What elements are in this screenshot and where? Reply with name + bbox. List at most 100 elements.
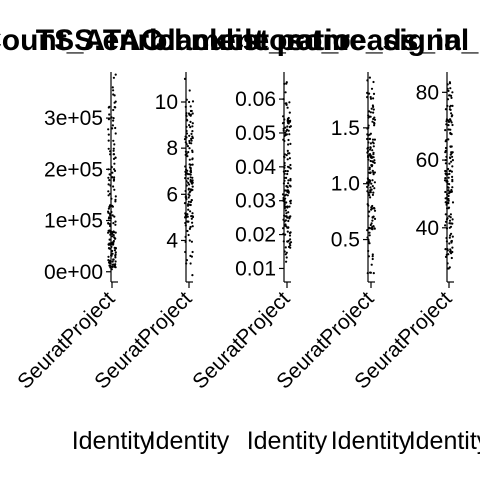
data-point (112, 119, 115, 122)
y-tick-label: 1.5 (331, 117, 360, 140)
data-point (191, 122, 194, 125)
y-tick-label: 2e+05 (44, 158, 103, 181)
data-point (286, 158, 289, 161)
data-point (289, 244, 292, 247)
data-point (447, 206, 451, 209)
data-point (370, 263, 373, 266)
data-point (189, 126, 192, 129)
data-point (368, 242, 371, 245)
data-point (188, 100, 191, 104)
data-point (114, 260, 117, 263)
data-point (372, 145, 375, 148)
data-point (450, 256, 453, 260)
data-point (114, 256, 117, 259)
data-point (190, 199, 193, 202)
data-point (186, 204, 190, 207)
data-point (187, 233, 190, 237)
y-tick-label: 0.01 (235, 257, 276, 280)
data-point (370, 206, 373, 209)
data-point (287, 182, 290, 185)
data-point (373, 181, 376, 184)
data-point (369, 159, 372, 163)
data-point (289, 202, 292, 205)
data-point (186, 213, 189, 216)
data-point (288, 234, 292, 237)
data-point (285, 212, 288, 215)
data-point (112, 108, 115, 112)
data-point (113, 168, 116, 171)
data-point (447, 89, 450, 92)
data-point (108, 238, 111, 241)
data-point (451, 180, 454, 183)
data-point (369, 96, 372, 99)
data-point (372, 161, 375, 164)
data-point (112, 153, 115, 156)
data-point (448, 82, 452, 85)
data-point (111, 171, 114, 174)
data-point (191, 212, 194, 215)
data-point (288, 215, 291, 218)
data-point (188, 173, 191, 176)
data-point (284, 131, 287, 134)
data-point (191, 274, 194, 277)
data-point (451, 151, 454, 154)
data-point (114, 156, 117, 159)
data-point (114, 200, 117, 203)
data-point (285, 193, 288, 196)
data-point (191, 182, 194, 185)
data-point (114, 251, 117, 254)
data-point (287, 226, 290, 229)
data-point (191, 185, 194, 188)
data-point (371, 193, 374, 196)
panel-title: blacklist_ratio (149, 24, 351, 57)
data-point (451, 201, 455, 204)
data-point (373, 171, 376, 174)
data-point (371, 219, 374, 222)
data-point (114, 195, 117, 198)
data-point (189, 105, 192, 108)
data-point (108, 113, 111, 116)
data-point (286, 170, 289, 173)
data-point (111, 235, 114, 238)
y-tick-label: 10 (155, 91, 178, 114)
data-point (449, 132, 452, 135)
data-point (371, 257, 374, 261)
data-point (113, 236, 116, 239)
data-point (449, 213, 452, 216)
data-point (289, 163, 292, 167)
data-point (371, 120, 374, 123)
data-point (287, 179, 290, 182)
data-point (112, 157, 116, 160)
data-point (113, 265, 116, 268)
data-point (189, 166, 192, 169)
data-point (448, 242, 451, 245)
data-point (288, 133, 291, 136)
data-point (371, 216, 374, 219)
data-point (112, 185, 115, 188)
y-tick-label: 60 (416, 149, 439, 172)
data-point (373, 159, 376, 162)
data-point (285, 225, 288, 228)
data-point (368, 153, 372, 156)
data-point (113, 249, 116, 252)
data-point (451, 104, 454, 107)
data-point (450, 170, 453, 173)
data-point (369, 196, 372, 199)
data-point (288, 125, 291, 129)
data-point (189, 200, 192, 204)
data-point (107, 229, 110, 232)
data-point (114, 132, 117, 135)
data-point (368, 231, 371, 234)
y-tick-label: 3e+05 (44, 107, 103, 130)
data-point (444, 224, 447, 227)
data-point (187, 151, 190, 154)
data-point (286, 106, 289, 109)
data-point (186, 119, 189, 122)
data-point (444, 129, 447, 132)
data-point (186, 145, 189, 148)
y-tick-label: 0.5 (331, 229, 360, 252)
data-point (372, 225, 375, 228)
data-point (284, 91, 287, 94)
data-point (286, 172, 289, 176)
